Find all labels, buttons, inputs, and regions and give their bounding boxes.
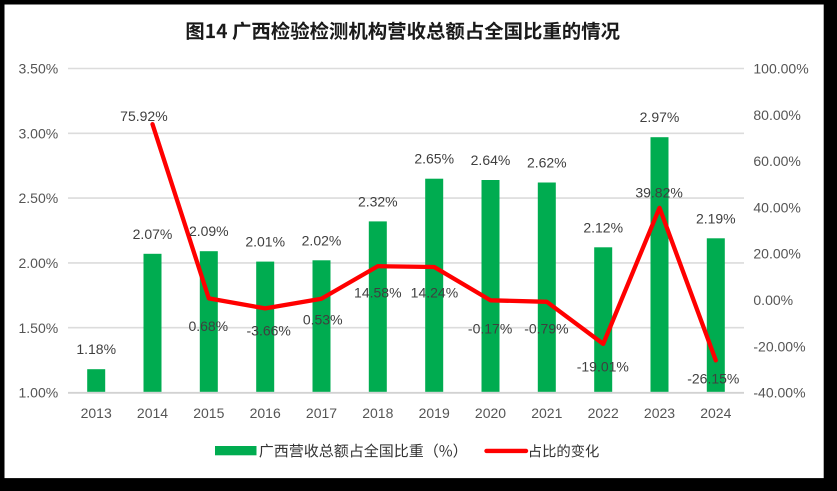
svg-text:2.97%: 2.97% bbox=[640, 109, 680, 125]
svg-text:2024: 2024 bbox=[700, 405, 731, 421]
svg-text:2.12%: 2.12% bbox=[583, 219, 623, 235]
svg-text:1.00%: 1.00% bbox=[18, 385, 58, 401]
svg-text:1.50%: 1.50% bbox=[18, 320, 58, 336]
svg-text:39.82%: 39.82% bbox=[635, 185, 682, 201]
svg-text:2018: 2018 bbox=[362, 405, 393, 421]
svg-text:2.50%: 2.50% bbox=[18, 190, 58, 206]
svg-text:-26.15%: -26.15% bbox=[687, 371, 739, 387]
svg-text:2.00%: 2.00% bbox=[18, 255, 58, 271]
svg-text:60.00%: 60.00% bbox=[753, 153, 800, 169]
svg-text:-20.00%: -20.00% bbox=[753, 338, 805, 354]
svg-text:2.19%: 2.19% bbox=[696, 210, 736, 226]
svg-text:75.92%: 75.92% bbox=[120, 108, 167, 124]
svg-text:2.02%: 2.02% bbox=[302, 232, 342, 248]
svg-text:0.00%: 0.00% bbox=[753, 292, 793, 308]
svg-text:0.53%: 0.53% bbox=[303, 311, 343, 327]
svg-text:2023: 2023 bbox=[644, 405, 675, 421]
svg-text:2022: 2022 bbox=[588, 405, 619, 421]
svg-text:2015: 2015 bbox=[193, 405, 224, 421]
svg-text:80.00%: 80.00% bbox=[753, 107, 800, 123]
svg-text:-3.66%: -3.66% bbox=[247, 323, 291, 339]
svg-text:2017: 2017 bbox=[306, 405, 337, 421]
svg-text:2021: 2021 bbox=[531, 405, 562, 421]
svg-text:2.32%: 2.32% bbox=[358, 193, 398, 209]
svg-text:-0.79%: -0.79% bbox=[524, 321, 568, 337]
svg-text:2.65%: 2.65% bbox=[414, 151, 454, 167]
svg-text:2.09%: 2.09% bbox=[189, 223, 229, 239]
svg-text:1.18%: 1.18% bbox=[76, 341, 116, 357]
svg-text:2016: 2016 bbox=[250, 405, 281, 421]
svg-text:3.50%: 3.50% bbox=[18, 61, 58, 77]
svg-text:2013: 2013 bbox=[81, 405, 112, 421]
svg-text:2014: 2014 bbox=[137, 405, 168, 421]
svg-text:2.07%: 2.07% bbox=[133, 226, 173, 242]
svg-text:2020: 2020 bbox=[475, 405, 506, 421]
svg-text:14.58%: 14.58% bbox=[354, 285, 401, 301]
svg-text:-0.17%: -0.17% bbox=[468, 320, 512, 336]
svg-text:100.00%: 100.00% bbox=[753, 61, 808, 77]
svg-text:2.64%: 2.64% bbox=[471, 152, 511, 168]
svg-text:-40.00%: -40.00% bbox=[753, 385, 805, 401]
svg-text:2.62%: 2.62% bbox=[527, 155, 567, 171]
svg-text:40.00%: 40.00% bbox=[753, 200, 800, 216]
svg-text:2019: 2019 bbox=[419, 405, 450, 421]
svg-text:3.00%: 3.00% bbox=[18, 125, 58, 141]
svg-text:2.01%: 2.01% bbox=[245, 234, 285, 250]
svg-text:14.24%: 14.24% bbox=[411, 285, 458, 301]
svg-text:20.00%: 20.00% bbox=[753, 246, 800, 262]
svg-text:0.68%: 0.68% bbox=[188, 318, 228, 334]
svg-text:-19.01%: -19.01% bbox=[577, 358, 629, 374]
